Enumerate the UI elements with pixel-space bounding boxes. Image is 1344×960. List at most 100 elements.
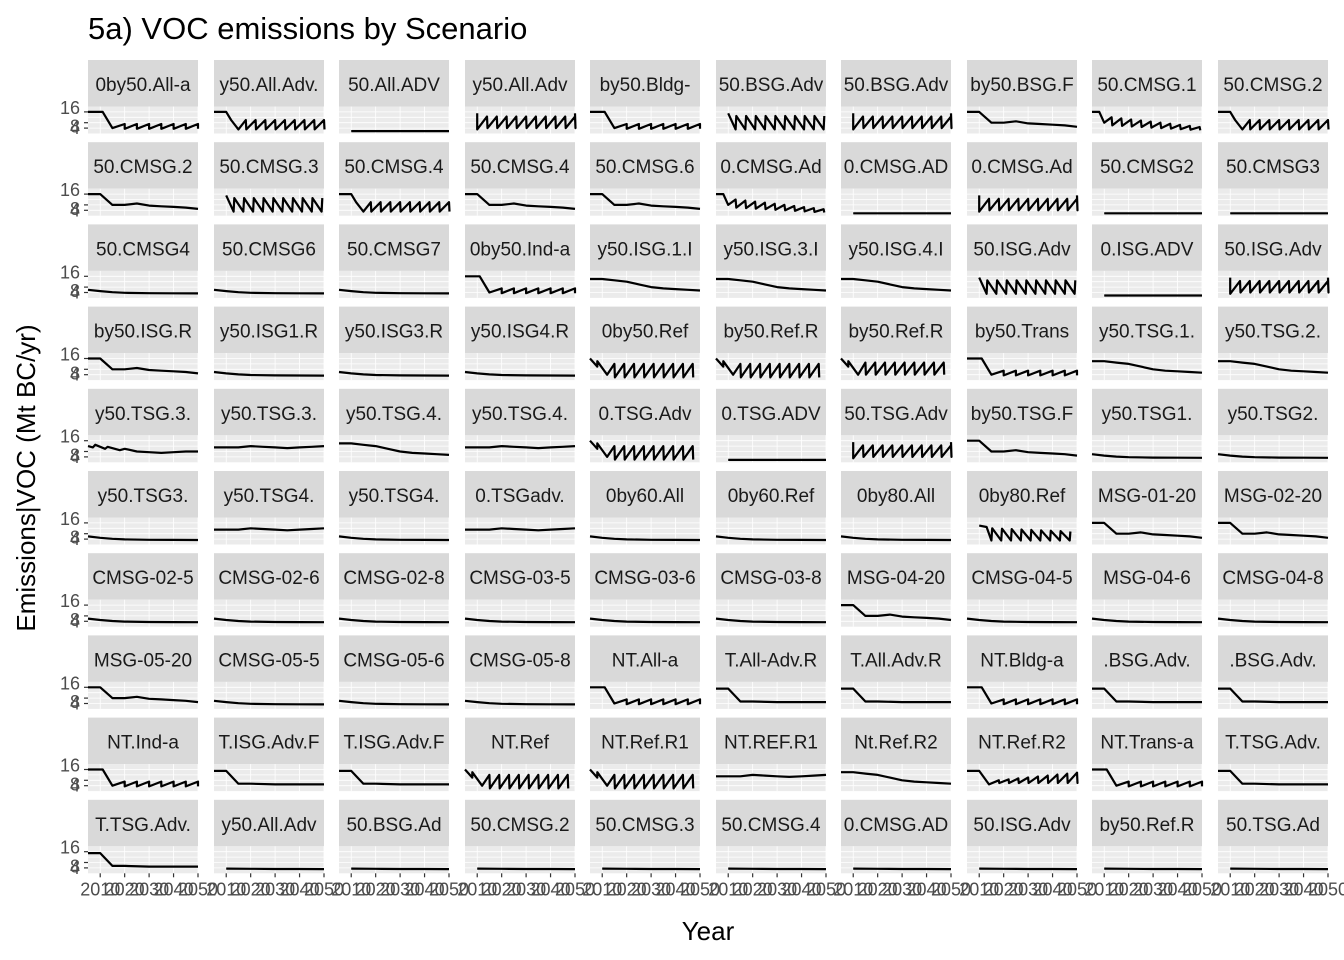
facet-strip	[590, 799, 700, 847]
series-line	[978, 524, 1072, 542]
facet-panel: 0.ISG.ADV	[1092, 224, 1203, 298]
facet-label: T.ISG.Adv.F	[218, 733, 319, 754]
facet-strip	[967, 553, 1077, 600]
facet-label: 50.CMSG3	[1226, 157, 1320, 178]
facet-panel: by50.Ref.R	[715, 306, 827, 381]
panel-background	[1218, 764, 1328, 792]
series-line	[339, 769, 449, 786]
facet-panel: by50.Trans	[967, 306, 1079, 381]
y-tick-label: 8	[70, 857, 80, 877]
x-tick-label: 2010	[80, 879, 120, 899]
facet-panel: 50.CMSG.1	[1092, 60, 1203, 134]
facet-panel: CMSG-03-6	[589, 553, 701, 627]
facet-label: NT.Ref.R1	[601, 733, 689, 754]
facet-label: 50.CMSG.2	[1223, 75, 1322, 96]
facet-panel: 50.CMSG6	[213, 224, 325, 298]
facet-strip	[339, 553, 449, 600]
facet-strip	[1218, 635, 1328, 682]
facet-label: CMSG-05-8	[469, 650, 570, 671]
facet-label: y50.TSG.4.	[472, 404, 568, 425]
facet-label: CMSG-03-5	[469, 568, 570, 589]
series-line	[967, 439, 1078, 457]
series-line	[338, 535, 450, 542]
y-tick-label: 16	[60, 427, 80, 447]
panel-background	[590, 106, 700, 134]
x-tick-label: 2050	[931, 879, 971, 899]
facet-strip	[841, 717, 951, 765]
facet-strip	[339, 224, 449, 271]
panel-background	[1218, 353, 1328, 381]
facet-panel: 0.CMSG.Ad	[967, 142, 1079, 216]
facet-panel: CMSG-05-8	[464, 635, 576, 709]
facet-strip	[590, 60, 700, 107]
facet-panel: CMSG-03-8	[715, 553, 827, 627]
series-line	[602, 867, 701, 871]
facet-label: 0.CMSG.AD	[844, 157, 949, 178]
x-tick-label: 2020	[984, 879, 1024, 899]
facet-panel: CMSG-02-8	[338, 553, 450, 627]
panel-background	[1092, 517, 1202, 545]
facet-label: CMSG-03-6	[594, 568, 695, 589]
facet-panel: y50.ISG.4.I	[841, 224, 952, 298]
facet-panel: CMSG-05-5	[213, 635, 325, 709]
facet-strip	[1218, 799, 1328, 847]
facet-label: y50.ISG.1.I	[597, 239, 692, 260]
facet-label: CMSG-05-6	[343, 650, 444, 671]
facet-strip	[1218, 224, 1328, 271]
panel-background	[716, 681, 826, 709]
facet-panel: 0.TSGadv.	[465, 471, 576, 545]
series-line	[715, 357, 821, 379]
facet-strip	[967, 388, 1077, 436]
facet-label: 0.CMSG.AD	[844, 815, 949, 836]
facet-label: 50.CMSG2	[1100, 157, 1194, 178]
y-tick-label: 16	[60, 345, 80, 365]
facet-strip	[590, 306, 700, 354]
facet-strip	[1218, 388, 1328, 436]
facet-label: T.All-Adv.R	[725, 650, 818, 671]
facet-strip	[465, 635, 575, 682]
panel-background	[716, 270, 826, 298]
series-line	[1092, 360, 1203, 374]
facet-strip	[841, 306, 951, 354]
facet-panel: by50.TSG.F	[967, 388, 1078, 463]
facet-label: 50.BSG.Adv	[719, 75, 824, 96]
facet-panel: CMSG-04-8	[1217, 553, 1329, 627]
series-line	[213, 370, 325, 377]
facet-label: 50.CMSG.3	[219, 157, 318, 178]
panel-background	[841, 270, 951, 298]
facet-strip	[1218, 717, 1328, 765]
facet-label: by50.Ref.R	[848, 322, 943, 343]
facet-strip	[88, 471, 198, 518]
facet-label: T.TSG.Adv.	[95, 815, 191, 836]
y-tick-label: 16	[60, 756, 80, 776]
facet-panel: y50.All.Adv	[465, 60, 577, 134]
facet-strip	[88, 799, 198, 847]
series-line	[978, 195, 1079, 213]
panel-background	[967, 435, 1077, 463]
y-tick-label: 4	[70, 283, 80, 303]
facet-label: NT.All-a	[612, 650, 679, 671]
facet-strip	[214, 717, 324, 765]
series-line	[1218, 110, 1330, 131]
series-line	[979, 867, 1078, 871]
panel-background	[465, 517, 575, 545]
panel-background	[590, 270, 700, 298]
facet-label: CMSG-02-6	[218, 568, 319, 589]
facet-label: T.All.Adv.R	[850, 650, 942, 671]
facet-panel: y50.TSG4.	[214, 471, 325, 545]
series-line	[715, 617, 827, 624]
series-line	[727, 112, 826, 131]
y-tick-label: 16	[60, 838, 80, 858]
panel-background	[1092, 188, 1202, 216]
facet-strip	[339, 306, 449, 354]
y-tick-label: 4	[70, 200, 80, 220]
series-line	[88, 851, 198, 868]
facet-strip	[590, 224, 700, 271]
series-line	[464, 370, 576, 377]
facet-panel: CMSG-05-6	[338, 635, 450, 709]
facet-label: by50.Ref.R	[1099, 815, 1194, 836]
